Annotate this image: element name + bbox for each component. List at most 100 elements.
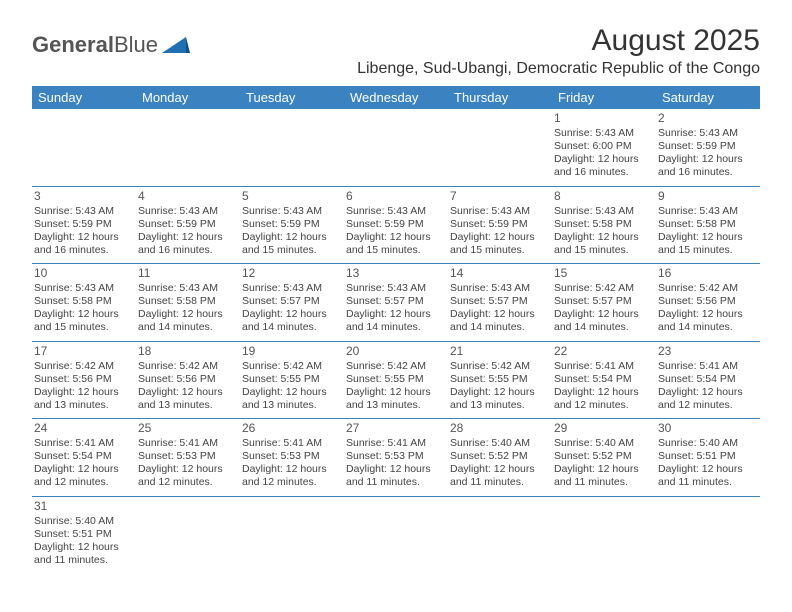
calendar-cell: 30Sunrise: 5:40 AMSunset: 5:51 PMDayligh…	[656, 419, 760, 497]
day-number: 13	[346, 266, 446, 280]
calendar-row: 24 Sunrise: 5:41 AMSunset: 5:54 PMDayligh…	[32, 419, 760, 497]
day-number: 26	[242, 421, 342, 435]
day-number: 6	[346, 189, 446, 203]
calendar-cell: 16 Sunrise: 5:42 AMSunset: 5:56 PMDayligh…	[656, 264, 760, 342]
day-info: Sunrise: 5:40 AMSunset: 5:51 PMDaylight:…	[34, 515, 134, 568]
calendar-cell: 25Sunrise: 5:41 AMSunset: 5:53 PMDayligh…	[136, 419, 240, 497]
weekday-header: Saturday	[656, 86, 760, 109]
day-number: 19	[242, 344, 342, 358]
day-number: 17	[34, 344, 134, 358]
day-number: 8	[554, 189, 654, 203]
calendar-cell	[656, 496, 760, 573]
logo: GeneralBlue	[32, 32, 190, 58]
calendar-row: 1Sunrise: 5:43 AMSunset: 6:00 PMDaylight…	[32, 109, 760, 186]
weekday-header: Tuesday	[240, 86, 344, 109]
calendar-cell: 6 Sunrise: 5:43 AMSunset: 5:59 PMDaylight…	[344, 186, 448, 264]
day-number: 10	[34, 266, 134, 280]
day-info: Sunrise: 5:42 AMSunset: 5:56 PMDaylight:…	[138, 360, 238, 413]
day-number: 21	[450, 344, 550, 358]
calendar-cell: 14Sunrise: 5:43 AMSunset: 5:57 PMDayligh…	[448, 264, 552, 342]
day-number: 22	[554, 344, 654, 358]
calendar-cell: 19Sunrise: 5:42 AMSunset: 5:55 PMDayligh…	[240, 341, 344, 419]
calendar-cell: 20 Sunrise: 5:42 AMSunset: 5:55 PMDayligh…	[344, 341, 448, 419]
day-info: Sunrise: 5:42 AMSunset: 5:56 PMDaylight:…	[34, 360, 134, 413]
calendar-cell	[240, 496, 344, 573]
calendar-cell: 31 Sunrise: 5:40 AMSunset: 5:51 PMDayligh…	[32, 496, 136, 573]
day-number: 31	[34, 499, 134, 513]
logo-text: GeneralBlue	[32, 32, 158, 58]
day-number: 9	[658, 189, 758, 203]
day-info: Sunrise: 5:43 AMSunset: 5:58 PMDaylight:…	[138, 282, 238, 335]
calendar-cell: 28Sunrise: 5:40 AMSunset: 5:52 PMDayligh…	[448, 419, 552, 497]
calendar-cell: 8 Sunrise: 5:43 AMSunset: 5:58 PMDaylight…	[552, 186, 656, 264]
day-info: Sunrise: 5:41 AMSunset: 5:54 PMDaylight:…	[34, 437, 134, 490]
calendar-cell: 1Sunrise: 5:43 AMSunset: 6:00 PMDaylight…	[552, 109, 656, 186]
day-info: Sunrise: 5:43 AMSunset: 5:58 PMDaylight:…	[554, 205, 654, 258]
calendar-head: SundayMondayTuesdayWednesdayThursdayFrid…	[32, 86, 760, 109]
location-text: Libenge, Sud-Ubangi, Democratic Republic…	[357, 60, 760, 78]
day-number: 12	[242, 266, 342, 280]
day-info: Sunrise: 5:42 AMSunset: 5:55 PMDaylight:…	[346, 360, 446, 413]
day-info: Sunrise: 5:40 AMSunset: 5:52 PMDaylight:…	[554, 437, 654, 490]
calendar-cell	[136, 109, 240, 186]
day-info: Sunrise: 5:43 AMSunset: 5:59 PMDaylight:…	[450, 205, 550, 258]
weekday-header: Wednesday	[344, 86, 448, 109]
day-number: 7	[450, 189, 550, 203]
day-number: 20	[346, 344, 446, 358]
weekday-header: Thursday	[448, 86, 552, 109]
calendar-row: 3 Sunrise: 5:43 AMSunset: 5:59 PMDaylight…	[32, 186, 760, 264]
calendar-cell: 29 Sunrise: 5:40 AMSunset: 5:52 PMDayligh…	[552, 419, 656, 497]
logo-triangle-icon	[162, 35, 190, 55]
day-number: 3	[34, 189, 134, 203]
calendar-table: SundayMondayTuesdayWednesdayThursdayFrid…	[32, 86, 760, 573]
day-number: 15	[554, 266, 654, 280]
day-number: 25	[138, 421, 238, 435]
calendar-cell: 7 Sunrise: 5:43 AMSunset: 5:59 PMDaylight…	[448, 186, 552, 264]
calendar-cell	[552, 496, 656, 573]
month-title: August 2025	[357, 24, 760, 58]
day-info: Sunrise: 5:42 AMSunset: 5:57 PMDaylight:…	[554, 282, 654, 335]
day-number: 18	[138, 344, 238, 358]
day-info: Sunrise: 5:41 AMSunset: 5:53 PMDaylight:…	[242, 437, 342, 490]
calendar-cell: 21Sunrise: 5:42 AMSunset: 5:55 PMDayligh…	[448, 341, 552, 419]
day-info: Sunrise: 5:40 AMSunset: 5:51 PMDaylight:…	[658, 437, 758, 490]
logo-part1: General	[32, 32, 114, 57]
calendar-cell: 15 Sunrise: 5:42 AMSunset: 5:57 PMDayligh…	[552, 264, 656, 342]
day-number: 11	[138, 266, 238, 280]
weekday-header: Monday	[136, 86, 240, 109]
calendar-body: 1Sunrise: 5:43 AMSunset: 6:00 PMDaylight…	[32, 109, 760, 573]
calendar-cell	[448, 109, 552, 186]
calendar-cell: 18 Sunrise: 5:42 AMSunset: 5:56 PMDayligh…	[136, 341, 240, 419]
day-info: Sunrise: 5:43 AMSunset: 5:59 PMDaylight:…	[242, 205, 342, 258]
calendar-cell: 2Sunrise: 5:43 AMSunset: 5:59 PMDaylight…	[656, 109, 760, 186]
day-info: Sunrise: 5:43 AMSunset: 5:58 PMDaylight:…	[34, 282, 134, 335]
calendar-cell: 5Sunrise: 5:43 AMSunset: 5:59 PMDaylight…	[240, 186, 344, 264]
calendar-cell: 4 Sunrise: 5:43 AMSunset: 5:59 PMDaylight…	[136, 186, 240, 264]
day-info: Sunrise: 5:43 AMSunset: 5:58 PMDaylight:…	[658, 205, 758, 258]
day-info: Sunrise: 5:42 AMSunset: 5:56 PMDaylight:…	[658, 282, 758, 335]
day-number: 4	[138, 189, 238, 203]
calendar-cell: 27Sunrise: 5:41 AMSunset: 5:53 PMDayligh…	[344, 419, 448, 497]
calendar-cell	[448, 496, 552, 573]
day-number: 16	[658, 266, 758, 280]
day-info: Sunrise: 5:43 AMSunset: 5:59 PMDaylight:…	[138, 205, 238, 258]
day-info: Sunrise: 5:43 AMSunset: 5:57 PMDaylight:…	[346, 282, 446, 335]
day-info: Sunrise: 5:41 AMSunset: 5:54 PMDaylight:…	[554, 360, 654, 413]
calendar-cell	[32, 109, 136, 186]
calendar-row: 31 Sunrise: 5:40 AMSunset: 5:51 PMDayligh…	[32, 496, 760, 573]
calendar-cell	[344, 496, 448, 573]
logo-part2: Blue	[114, 32, 158, 57]
calendar-cell: 3Sunrise: 5:43 AMSunset: 5:59 PMDaylight…	[32, 186, 136, 264]
day-number: 24	[34, 421, 134, 435]
day-info: Sunrise: 5:43 AMSunset: 5:57 PMDaylight:…	[242, 282, 342, 335]
day-info: Sunrise: 5:43 AMSunset: 5:59 PMDaylight:…	[346, 205, 446, 258]
calendar-cell	[240, 109, 344, 186]
calendar-cell: 24 Sunrise: 5:41 AMSunset: 5:54 PMDayligh…	[32, 419, 136, 497]
weekday-row: SundayMondayTuesdayWednesdayThursdayFrid…	[32, 86, 760, 109]
day-number: 29	[554, 421, 654, 435]
calendar-cell: 12 Sunrise: 5:43 AMSunset: 5:57 PMDayligh…	[240, 264, 344, 342]
calendar-cell	[136, 496, 240, 573]
calendar-cell: 13 Sunrise: 5:43 AMSunset: 5:57 PMDayligh…	[344, 264, 448, 342]
weekday-header: Sunday	[32, 86, 136, 109]
calendar-row: 10 Sunrise: 5:43 AMSunset: 5:58 PMDayligh…	[32, 264, 760, 342]
